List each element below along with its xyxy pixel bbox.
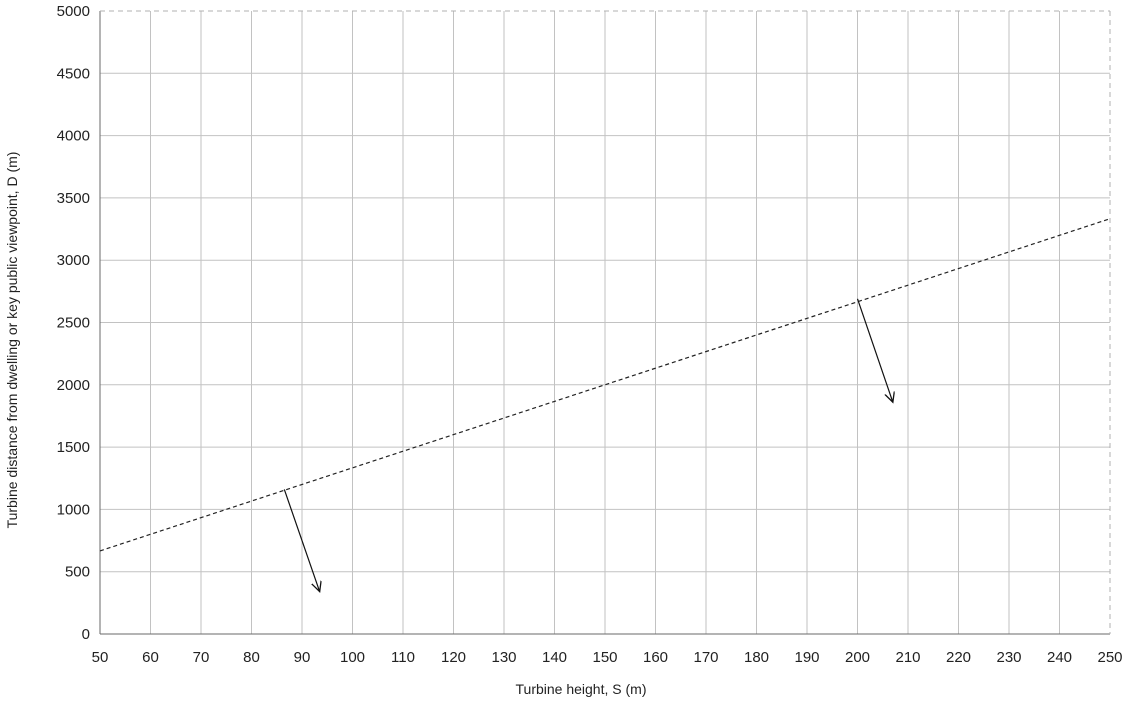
- x-tick-label: 110: [391, 649, 415, 666]
- series-line: [99, 218, 1111, 552]
- grid: [100, 11, 1110, 634]
- x-tick-label: 170: [693, 649, 718, 666]
- x-tick-label: 120: [441, 649, 466, 666]
- y-tick-label: 4000: [57, 128, 90, 145]
- series-layer: [99, 218, 1111, 552]
- y-tick-label: 3000: [57, 252, 90, 269]
- plot-frame: [99, 10, 1111, 635]
- x-tick-label: 70: [193, 649, 210, 666]
- x-tick-label: 50: [92, 649, 109, 666]
- x-tick-labels: 50 60 70 80 90 100 110 120 130 140 150 160 170 180 190…: [92, 649, 1123, 666]
- x-tick-label: 250: [1097, 649, 1122, 666]
- x-tick-label: 150: [592, 649, 617, 666]
- y-axis-title: Turbine distance from dwelling or key pu…: [4, 152, 20, 529]
- y-tick-label: 500: [65, 564, 90, 581]
- x-tick-label: 210: [895, 649, 920, 666]
- x-tick-label: 230: [996, 649, 1021, 666]
- annotation-arrow: [856, 298, 893, 402]
- x-tick-label: 160: [643, 649, 668, 666]
- x-tick-label: 130: [491, 649, 516, 666]
- x-tick-label: 60: [142, 649, 159, 666]
- x-tick-label: 80: [243, 649, 260, 666]
- y-tick-label: 2000: [57, 377, 90, 394]
- x-tick-label: 90: [294, 649, 311, 666]
- annotations-layer: [283, 298, 893, 592]
- x-tick-label: 180: [744, 649, 769, 666]
- x-tick-label: 140: [542, 649, 567, 666]
- x-tick-label: 240: [1047, 649, 1072, 666]
- x-tick-label: 100: [340, 649, 365, 666]
- x-tick-label: 220: [946, 649, 971, 666]
- y-tick-label: 1000: [57, 501, 90, 518]
- x-axis-title: Turbine height, S (m): [516, 681, 647, 697]
- y-tick-label: 1500: [57, 439, 90, 456]
- y-tick-labels: 0 500 1000 1500 2000 2500 3000 3500 4000 4500 5000: [57, 3, 90, 643]
- y-tick-label: 4500: [57, 65, 90, 82]
- y-tick-label: 3500: [57, 190, 90, 207]
- y-tick-label: 0: [82, 626, 90, 643]
- y-tick-label: 2500: [57, 315, 90, 332]
- x-tick-label: 200: [845, 649, 870, 666]
- annotation-arrow: [283, 489, 319, 591]
- x-tick-label: 190: [794, 649, 819, 666]
- y-tick-label: 5000: [57, 3, 90, 20]
